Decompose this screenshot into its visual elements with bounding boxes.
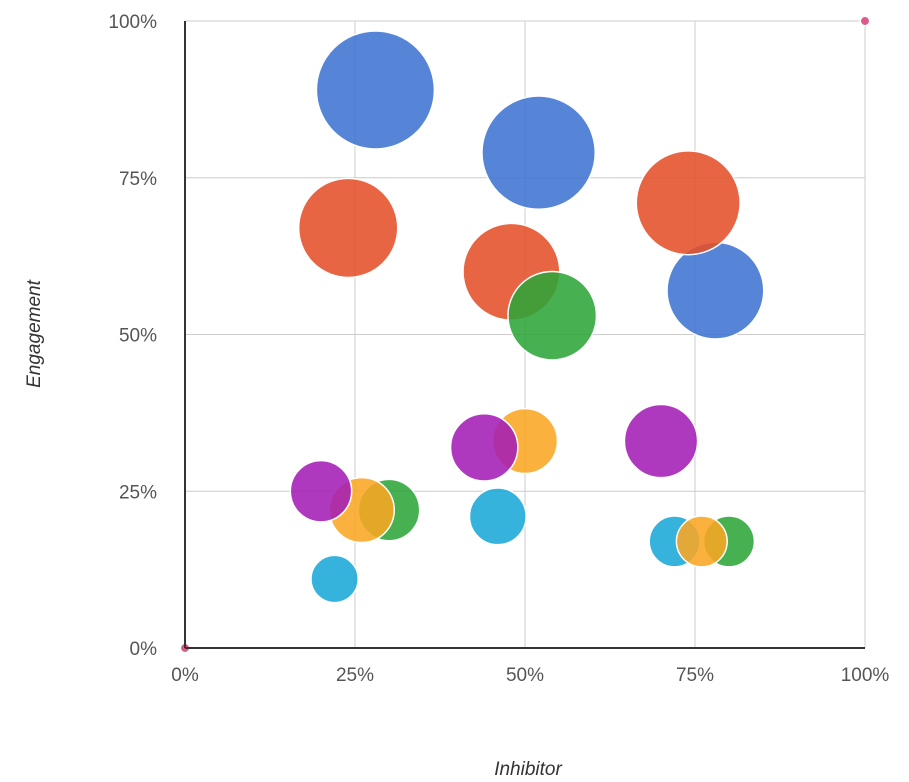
axis-layer [184,21,865,649]
x-tick-label: 50% [506,665,544,686]
x-tick-label: 0% [171,665,199,686]
y-axis-title: Engagement [24,279,45,387]
bubble-point[interactable] [635,150,741,256]
y-tick-label: 100% [108,12,157,33]
y-tick-label: 25% [119,482,157,503]
bubble-point[interactable] [449,412,519,482]
bubble-point[interactable] [468,487,527,546]
bubble-point[interactable] [675,515,728,568]
x-tick-label: 100% [841,665,890,686]
bubble-point[interactable] [297,177,399,279]
bubble-point[interactable] [481,95,596,211]
bubble-point[interactable] [859,15,871,27]
bubble-point[interactable] [315,30,436,150]
bubble-point[interactable] [666,241,765,340]
bubble-layer [179,15,871,654]
x-tick-label: 25% [336,665,374,686]
bubble-point[interactable] [623,403,699,479]
x-axis-title: Inhibitor [494,759,562,780]
bubble-point[interactable] [310,554,359,604]
y-tick-label: 75% [119,169,157,190]
x-tick-label: 75% [676,665,714,686]
y-tick-label: 50% [119,326,157,347]
label-layer: 0% 25% 50% 75% 100% 0% 25% 50% 75% 100% [108,12,889,686]
bubble-point[interactable] [507,270,598,361]
bubble-point[interactable] [289,459,353,523]
y-tick-label: 0% [130,639,158,660]
